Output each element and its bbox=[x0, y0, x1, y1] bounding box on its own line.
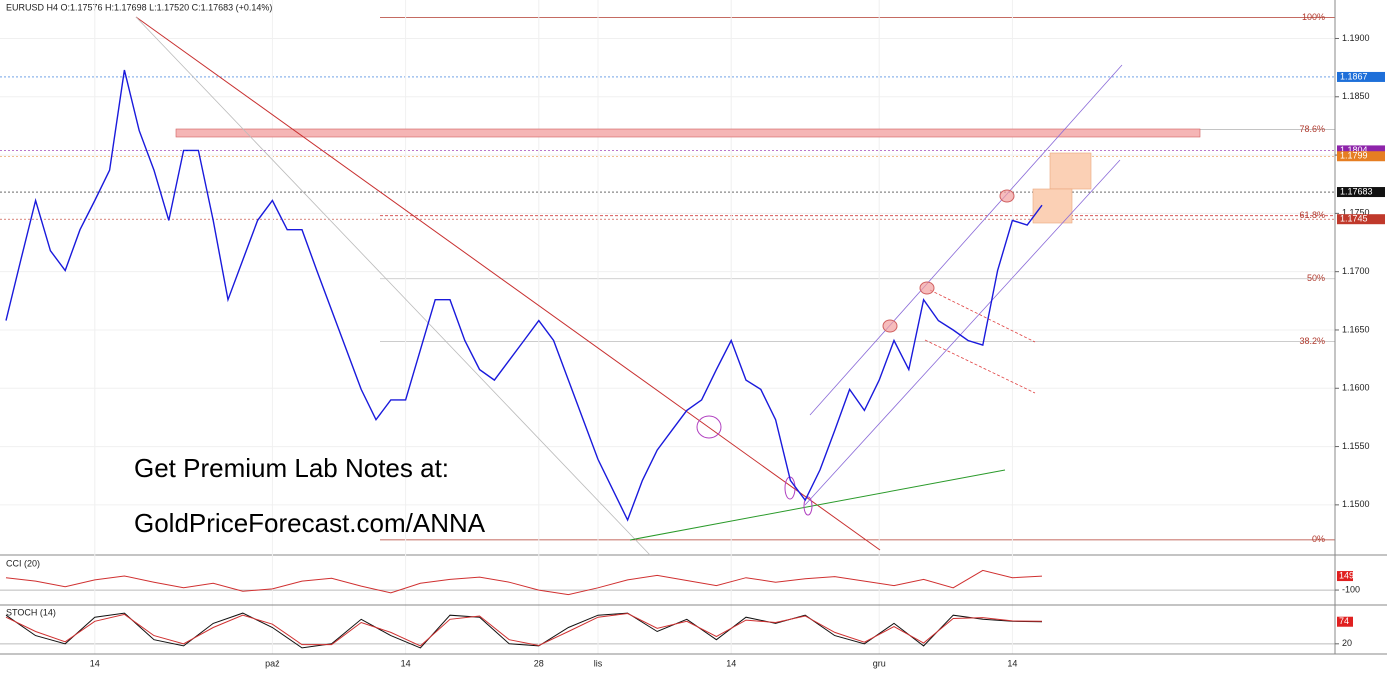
price-tag-label: 1.1799 bbox=[1340, 151, 1368, 161]
price-tag bbox=[1337, 71, 1385, 82]
marker-ellipse bbox=[696, 415, 722, 439]
channel-line bbox=[804, 159, 1121, 506]
fib-label: 0% bbox=[1312, 534, 1325, 544]
target-box bbox=[1049, 152, 1092, 190]
channel-line bbox=[809, 64, 1123, 416]
price-line bbox=[5, 569, 1043, 596]
y-tick-label: 1.1600 bbox=[1342, 383, 1370, 393]
target-box bbox=[1032, 188, 1073, 224]
price-tag bbox=[1337, 145, 1385, 156]
panel-title: STOCH (14) bbox=[6, 607, 56, 617]
flag-line bbox=[924, 339, 1036, 394]
marker-ellipse bbox=[882, 319, 898, 333]
current-tag bbox=[1337, 571, 1353, 582]
price-tag-label: 1.1745 bbox=[1340, 214, 1368, 224]
marker-ellipse bbox=[803, 496, 813, 516]
y-tick-label: 1.1650 bbox=[1342, 324, 1370, 334]
current-label: 149 bbox=[1339, 570, 1354, 580]
y-tick-label: 1.1900 bbox=[1342, 33, 1370, 43]
price-tag-label: 1.17683 bbox=[1340, 186, 1373, 196]
current-tag bbox=[1337, 616, 1353, 627]
y-tick-label: 1.1500 bbox=[1342, 499, 1370, 509]
fib-label: 38.2% bbox=[1299, 336, 1325, 346]
fib-label: 61.8% bbox=[1299, 210, 1325, 220]
y-tick-label: -100 bbox=[1342, 584, 1360, 594]
marker-ellipse bbox=[919, 281, 935, 295]
x-tick-label: 14 bbox=[726, 658, 736, 668]
trend-line bbox=[135, 16, 651, 556]
x-tick-label: 14 bbox=[401, 658, 411, 668]
price-line bbox=[5, 612, 1043, 649]
x-tick-label: paź bbox=[265, 658, 280, 668]
price-tag bbox=[1337, 214, 1385, 225]
price-line bbox=[5, 612, 1043, 647]
x-tick-label: gru bbox=[873, 658, 886, 668]
fib-label: 78.6% bbox=[1299, 124, 1325, 134]
x-tick-label: lis bbox=[594, 658, 603, 668]
y-tick-label: 1.1550 bbox=[1342, 441, 1370, 451]
price-tag bbox=[1337, 151, 1385, 162]
flag-line bbox=[929, 289, 1036, 343]
fib-label: 50% bbox=[1307, 273, 1325, 283]
x-tick-label: 14 bbox=[90, 658, 100, 668]
y-tick-label: 20 bbox=[1342, 638, 1352, 648]
x-tick-label: 28 bbox=[534, 658, 544, 668]
chart-title: EURUSD H4 O:1.17576 H:1.17698 L:1.17520 … bbox=[6, 2, 272, 12]
marker-ellipse bbox=[999, 189, 1015, 203]
fib-label: 100% bbox=[1302, 12, 1325, 22]
y-tick-label: 1.1750 bbox=[1342, 208, 1370, 218]
panel-title: CCI (20) bbox=[6, 558, 40, 568]
annotation: Get Premium Lab Notes at: bbox=[134, 453, 449, 483]
y-tick-label: 1.1700 bbox=[1342, 266, 1370, 276]
price-line bbox=[5, 69, 1043, 522]
y-tick-label: 1.1850 bbox=[1342, 91, 1370, 101]
resistance-zone bbox=[175, 128, 1201, 138]
price-tag-label: 1.1867 bbox=[1340, 71, 1368, 81]
x-tick-label: 14 bbox=[1007, 658, 1017, 668]
annotation: GoldPriceForecast.com/ANNA bbox=[134, 508, 486, 538]
trend-line bbox=[629, 469, 1006, 541]
trend-line bbox=[135, 16, 881, 551]
current-label: 74 bbox=[1339, 616, 1349, 626]
price-tag bbox=[1337, 187, 1385, 198]
price-tag-label: 1.1804 bbox=[1340, 145, 1368, 155]
